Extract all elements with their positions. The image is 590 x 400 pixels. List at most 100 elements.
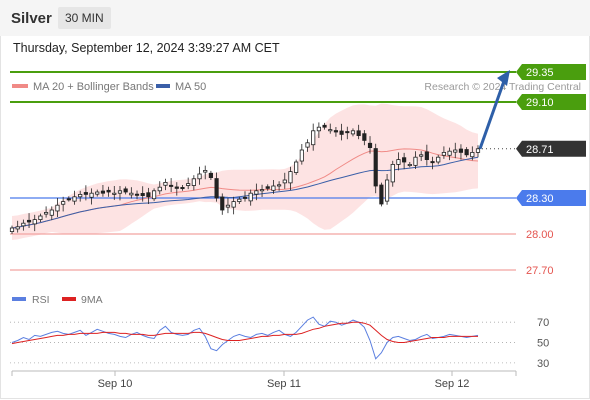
candle-body-20: [124, 189, 127, 192]
candle-body-73: [425, 152, 428, 160]
candle-body-9: [61, 202, 64, 205]
candle-body-51: [300, 150, 303, 161]
candle-body-43: [255, 191, 258, 194]
candle-body-24: [147, 193, 150, 197]
candle-body-25: [152, 191, 155, 199]
level-label-1: 29.10: [526, 97, 554, 109]
candle-body-21: [130, 193, 133, 195]
candle-body-34: [204, 170, 207, 172]
candle-body-79: [459, 149, 462, 152]
candle-body-23: [141, 193, 144, 195]
candle-body-63: [368, 143, 371, 147]
candle-body-68: [397, 160, 400, 165]
candle-body-49: [289, 172, 292, 183]
rsi-tick-1: 50: [537, 338, 549, 350]
candle-body-47: [277, 185, 280, 186]
level-label-4: 28.00: [526, 229, 554, 241]
candle-body-77: [448, 151, 451, 155]
candle-body-40: [238, 199, 241, 201]
candle-body-0: [10, 228, 13, 232]
candle-body-58: [340, 131, 343, 134]
candle-body-56: [329, 130, 332, 131]
candle-body-45: [266, 187, 269, 189]
candle-body-5: [39, 216, 42, 220]
candle-body-67: [391, 164, 394, 182]
candle-body-57: [334, 131, 337, 132]
candle-body-80: [465, 150, 468, 155]
candle-body-59: [346, 132, 349, 133]
level-label-3: 28.30: [526, 193, 554, 205]
candle-body-53: [312, 131, 315, 145]
candle-body-78: [454, 150, 457, 152]
candle-body-69: [402, 158, 405, 162]
rsi-ma-legend-label: 9MA: [81, 294, 103, 306]
rsi-legend-label: RSI: [32, 294, 50, 306]
x-tick-label-2: Sep 12: [435, 378, 470, 390]
candle-body-75: [437, 157, 440, 162]
ma50-legend-label: MA 50: [175, 81, 206, 93]
candle-body-33: [198, 174, 201, 179]
candle-body-29: [175, 187, 178, 188]
level-label-0: 29.35: [526, 67, 554, 79]
candle-body-46: [272, 186, 275, 190]
candle-body-82: [476, 149, 479, 153]
candle-body-48: [283, 180, 286, 183]
candle-body-41: [243, 197, 246, 198]
candle-body-74: [431, 162, 434, 163]
x-tick-label-1: Sep 11: [267, 378, 301, 390]
candle-body-28: [169, 185, 172, 186]
rsi-tick-2: 30: [537, 358, 549, 370]
rsi-tick-0: 70: [537, 317, 549, 329]
candle-body-6: [44, 212, 47, 214]
candle-body-4: [33, 220, 36, 224]
candle-body-3: [27, 220, 30, 222]
candle-body-76: [442, 152, 445, 155]
candle-body-18: [113, 193, 116, 194]
candle-body-72: [419, 155, 422, 156]
candle-body-50: [294, 162, 297, 173]
candle-body-64: [374, 149, 377, 186]
candle-body-30: [181, 187, 184, 188]
candle-body-52: [306, 143, 309, 147]
candle-body-7: [50, 210, 53, 215]
candle-body-36: [215, 179, 218, 198]
candle-body-14: [90, 193, 93, 197]
level-label-2: 28.71: [526, 144, 554, 156]
rsi-ma-legend-swatch: [62, 297, 76, 301]
candle-body-66: [385, 180, 388, 201]
candle-body-31: [186, 184, 189, 186]
candle-body-60: [351, 131, 354, 134]
x-tick-label-0: Sep 10: [98, 378, 133, 390]
candle-body-39: [232, 202, 235, 208]
candle-body-15: [96, 192, 99, 194]
candle-body-54: [317, 127, 320, 131]
candle-body-11: [73, 197, 76, 201]
ma20-legend-swatch: [12, 84, 28, 88]
ma20-legend-label: MA 20 + Bollinger Bands: [33, 81, 154, 93]
candle-body-44: [260, 190, 263, 191]
rsi-legend-swatch: [12, 297, 26, 301]
rsi-series-0: [12, 317, 478, 359]
candle-body-16: [101, 191, 104, 193]
candle-body-55: [323, 125, 326, 127]
candle-body-12: [79, 194, 82, 196]
bollinger-band: [12, 104, 478, 240]
candle-body-19: [118, 191, 121, 193]
candle-body-70: [408, 164, 411, 165]
candle-body-2: [22, 223, 25, 226]
candle-body-26: [158, 187, 161, 191]
ma50-legend-swatch: [156, 84, 170, 88]
candle-body-27: [164, 182, 167, 185]
candle-body-65: [380, 185, 383, 204]
candle-body-1: [16, 227, 19, 229]
candle-body-61: [357, 131, 360, 136]
level-label-5: 27.70: [526, 265, 554, 277]
candle-body-13: [84, 192, 87, 194]
candle-body-35: [209, 173, 212, 177]
candle-body-22: [135, 194, 138, 195]
candle-body-81: [471, 152, 474, 156]
candle-body-8: [56, 205, 59, 211]
candle-body-10: [67, 199, 70, 200]
candle-body-62: [363, 134, 366, 141]
